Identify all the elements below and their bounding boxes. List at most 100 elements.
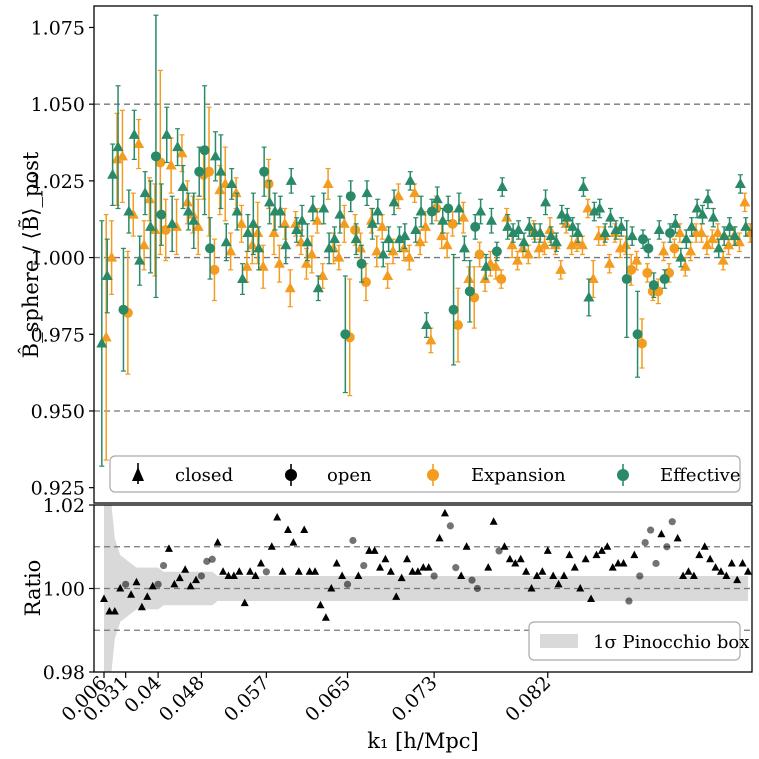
ratio-point <box>722 571 731 579</box>
data-point <box>387 245 399 256</box>
data-point <box>96 337 108 348</box>
data-point <box>599 227 611 238</box>
data-point <box>485 214 497 225</box>
data-point <box>457 211 469 222</box>
band-legend-label: 1σ Pinocchio box <box>593 632 749 653</box>
data-point <box>333 251 345 262</box>
ratio-point <box>137 602 146 611</box>
ratio-point <box>224 571 233 579</box>
ratio-point <box>505 554 514 563</box>
data-point <box>242 227 254 238</box>
top-frame <box>93 5 753 504</box>
data-point <box>199 145 210 156</box>
data-point <box>517 242 529 253</box>
ratio-point <box>695 550 704 559</box>
data-point <box>393 233 405 244</box>
data-point <box>626 264 637 275</box>
data-point <box>182 205 194 216</box>
ratio-point <box>360 561 368 570</box>
ratio-point <box>381 554 390 563</box>
ratio-point <box>581 554 590 563</box>
ratio-point <box>570 563 579 571</box>
ratio-point <box>321 613 330 621</box>
ratio-series-layer <box>100 508 752 621</box>
ratio-point <box>630 550 639 559</box>
ratio-point <box>419 563 428 571</box>
data-point <box>177 181 189 192</box>
xtick-label: 0.048 <box>155 672 209 726</box>
ratio-point <box>316 600 325 609</box>
data-point <box>415 205 427 216</box>
ratio-point <box>100 594 108 602</box>
ratio-point <box>684 567 693 575</box>
ratio-point <box>338 571 347 579</box>
data-point <box>637 234 648 245</box>
ratio-point <box>462 542 471 550</box>
ratio-point <box>332 558 341 567</box>
ratio-point <box>110 606 119 615</box>
data-point <box>588 205 600 216</box>
data-point <box>323 242 335 253</box>
series-effective <box>96 14 752 467</box>
data-point <box>674 227 686 238</box>
data-point <box>355 242 367 253</box>
data-point <box>501 211 513 222</box>
data-point <box>143 193 155 204</box>
data-point <box>235 217 247 228</box>
ratio-point <box>560 571 568 579</box>
ratio-point <box>646 526 655 534</box>
data-point <box>419 220 431 231</box>
data-point <box>480 260 492 271</box>
data-point <box>399 230 411 241</box>
data-point <box>561 211 573 222</box>
ratio-point <box>262 568 270 576</box>
data-point <box>610 223 622 234</box>
data-point <box>653 223 665 234</box>
data-point <box>226 177 238 188</box>
ratio-point <box>284 525 292 534</box>
ratio-point <box>597 546 606 554</box>
legend-item-open: open <box>285 464 372 486</box>
ratio-point <box>192 575 200 584</box>
data-point <box>632 329 643 340</box>
bottom-frame <box>93 504 753 673</box>
data-point <box>156 209 167 220</box>
top-ytick-label: 0.975 <box>31 324 85 346</box>
data-point <box>285 174 297 185</box>
data-point <box>214 184 226 195</box>
ratio-point <box>392 592 401 600</box>
ratio-point <box>132 577 141 586</box>
data-point <box>426 206 437 217</box>
data-point <box>100 331 112 342</box>
data-point <box>123 205 135 216</box>
ratio-point <box>603 542 612 550</box>
data-point <box>247 217 259 228</box>
data-point <box>511 254 523 265</box>
data-point <box>414 236 426 247</box>
data-point <box>491 246 502 257</box>
ratio-point <box>127 590 136 598</box>
ratio-point <box>473 584 482 593</box>
ratio-point <box>203 557 211 565</box>
data-point <box>475 205 487 216</box>
top-ytick-label: 1.050 <box>31 94 85 116</box>
data-point <box>215 165 227 176</box>
data-point <box>691 202 703 213</box>
data-point <box>107 168 119 179</box>
data-point <box>329 233 341 244</box>
ratio-point <box>614 558 623 567</box>
ratio-point <box>700 542 709 550</box>
data-point <box>479 273 491 284</box>
ratio-point <box>457 571 466 579</box>
data-point <box>701 239 713 250</box>
data-point <box>112 141 124 152</box>
ratio-point <box>305 567 314 575</box>
ratio-point <box>652 559 660 568</box>
ratio-point <box>679 571 688 579</box>
ratio-point <box>186 581 195 590</box>
data-point <box>718 230 730 241</box>
band-legend-swatch <box>540 634 578 648</box>
data-point <box>425 334 437 345</box>
data-point <box>513 223 525 234</box>
ratio-point <box>657 529 666 538</box>
